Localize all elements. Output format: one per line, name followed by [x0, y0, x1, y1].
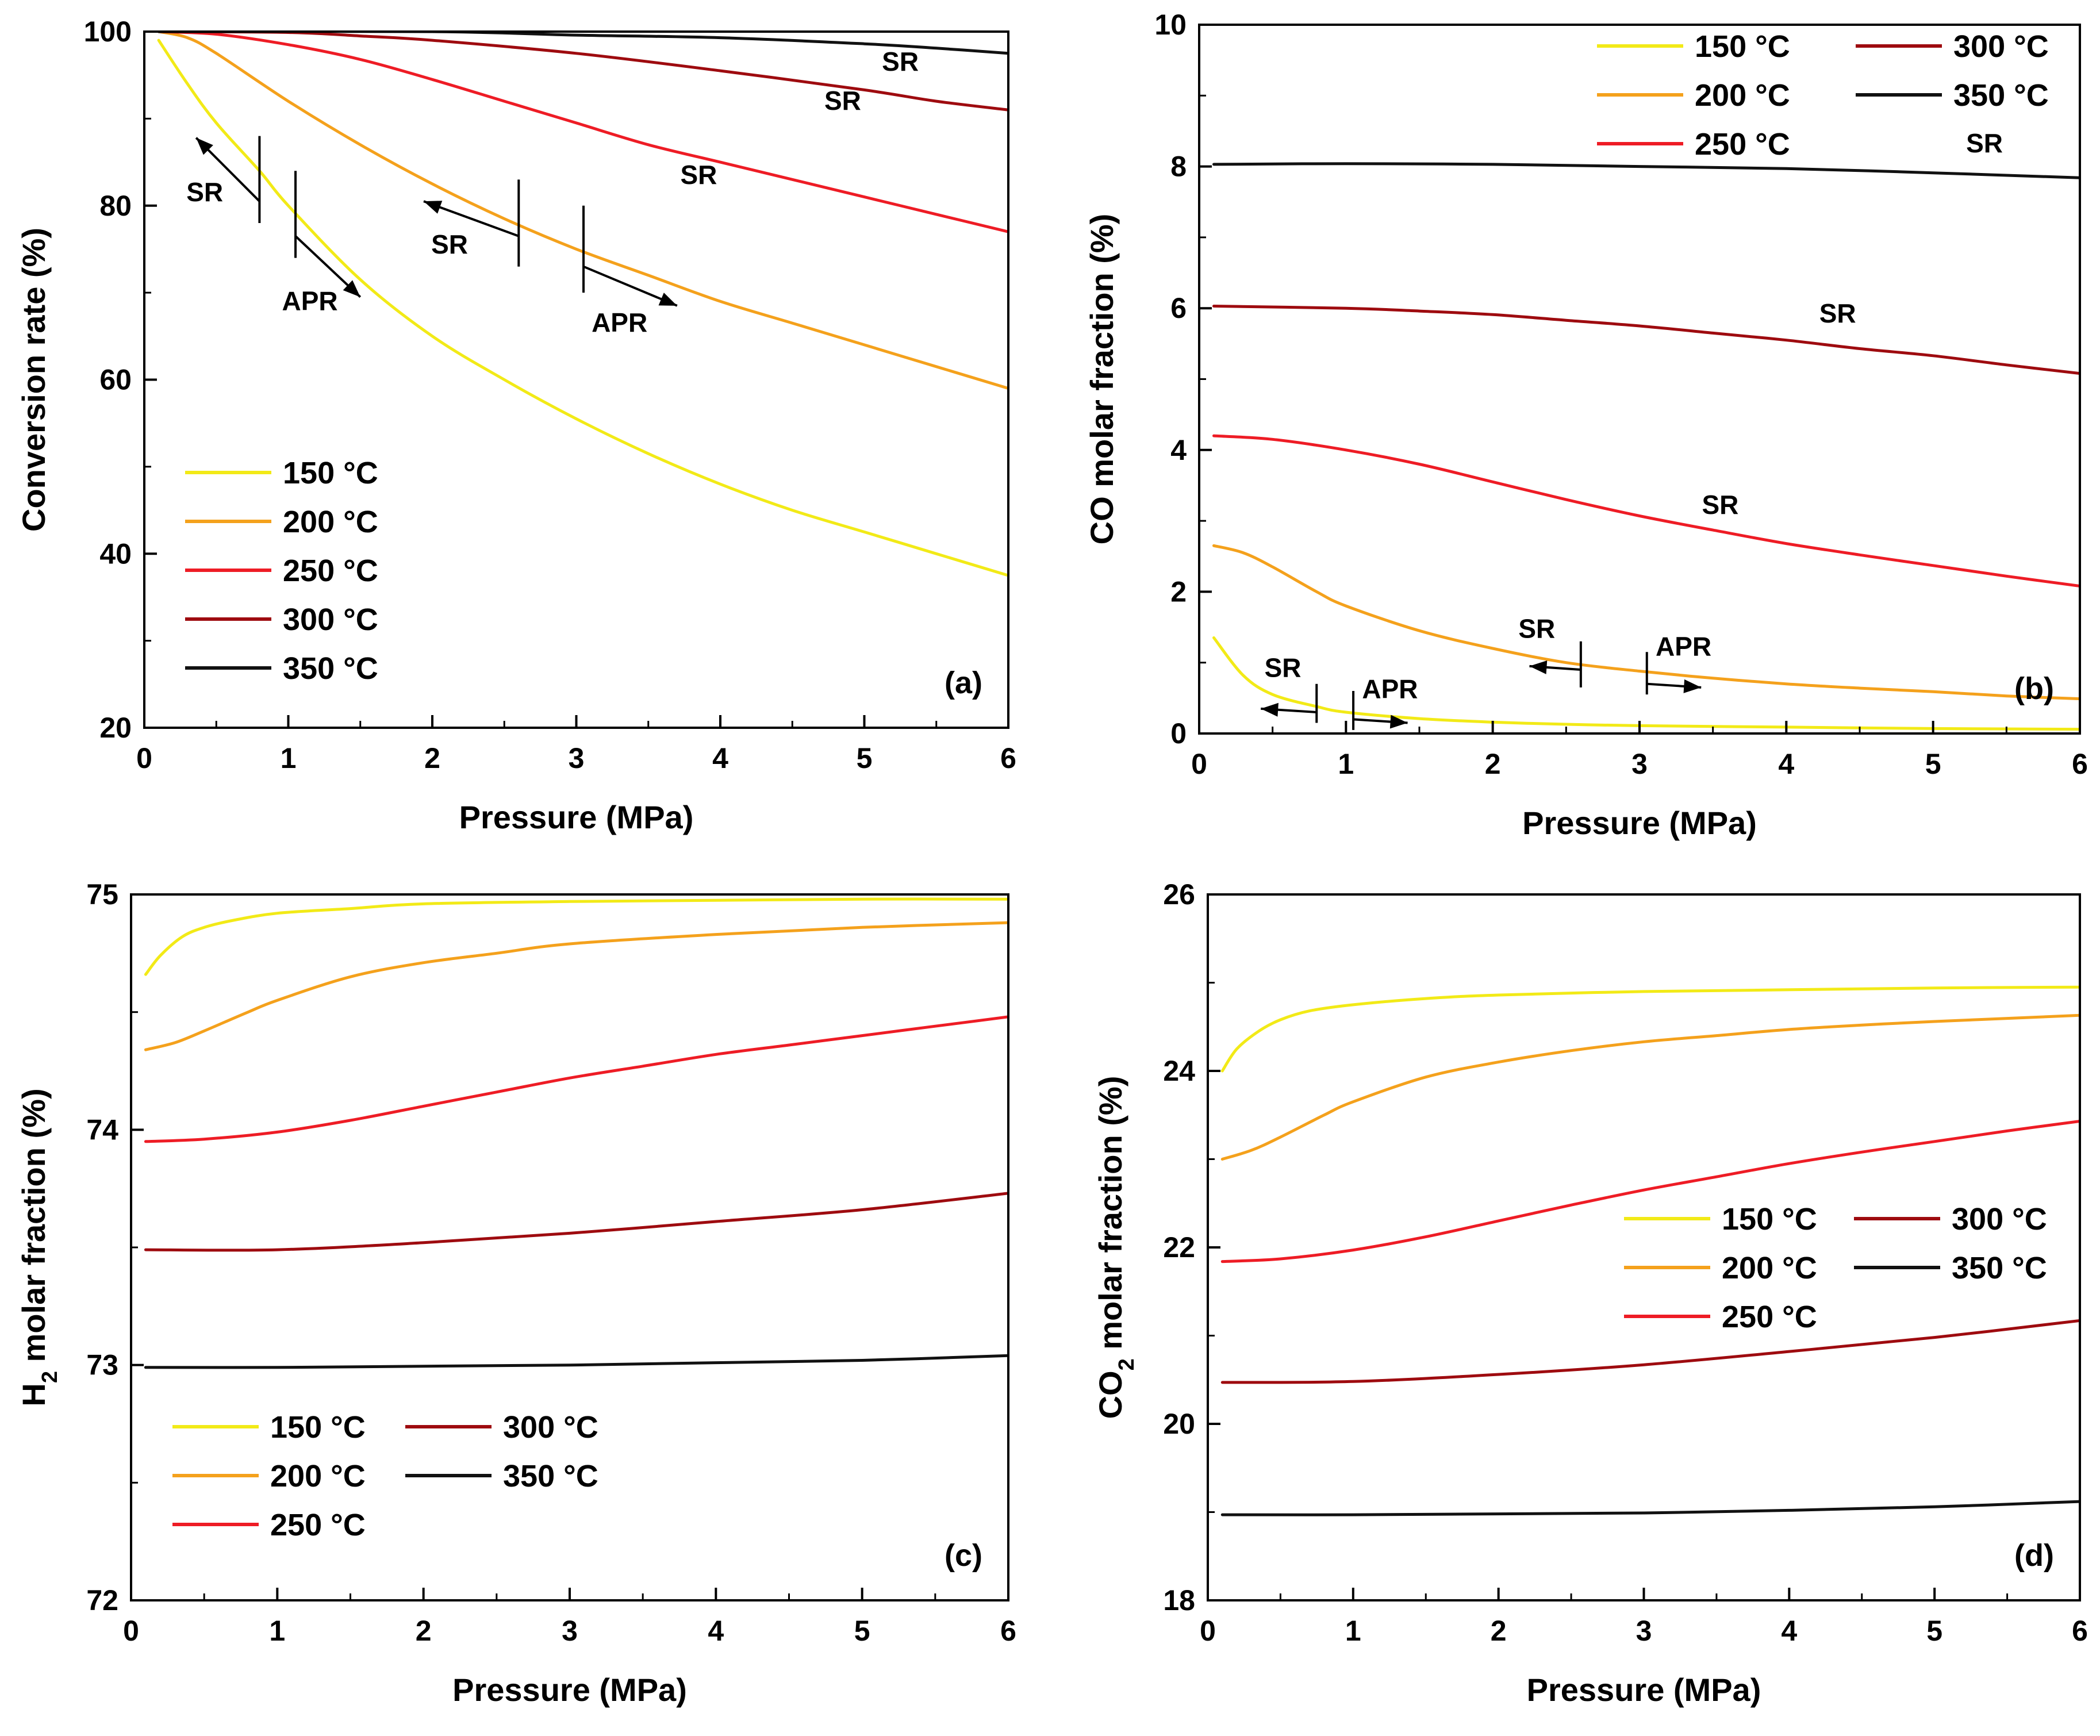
legend-label: 350 °C	[1952, 1251, 2047, 1285]
x-tick-label: 6	[1000, 742, 1016, 774]
legend-label: 300 °C	[283, 602, 378, 637]
y-tick-label: 8	[1170, 151, 1187, 183]
x-tick-label: 0	[1200, 1615, 1216, 1647]
x-tick-label: 2	[424, 742, 440, 774]
y-tick-label: 75	[86, 878, 118, 911]
y-tick-label: 24	[1163, 1055, 1195, 1087]
region-annotation: APR	[282, 286, 338, 316]
legend-label: 250 °C	[283, 554, 378, 588]
legend-label: 350 °C	[503, 1459, 598, 1493]
y-tick-label: 20	[99, 712, 132, 744]
y-tick-label: 40	[99, 537, 132, 570]
x-tick-label: 5	[854, 1615, 870, 1647]
y-tick-label: 73	[86, 1349, 118, 1381]
x-tick-label: 2	[416, 1615, 432, 1647]
legend-label: 150 °C	[270, 1410, 366, 1445]
x-tick-label: 6	[2072, 748, 2088, 780]
x-tick-label: 2	[1485, 748, 1501, 780]
x-tick-label: 0	[123, 1615, 139, 1647]
y-tick-label: 4	[1170, 434, 1187, 466]
x-axis-title: Pressure (MPa)	[1527, 1672, 1761, 1708]
region-annotation: SR	[186, 177, 223, 207]
region-annotation: APR	[1656, 631, 1711, 661]
x-tick-label: 6	[2072, 1615, 2088, 1647]
y-tick-label: 2	[1170, 575, 1187, 608]
x-tick-label: 3	[569, 742, 585, 774]
region-annotation: SR	[882, 47, 919, 76]
region-annotation: SR	[680, 160, 717, 190]
y-tick-label: 22	[1163, 1231, 1195, 1263]
legend-label: 250 °C	[1722, 1300, 1817, 1334]
figure: 0 1 2 3 4 5 620406080100Pressure (MPa)Conversi…	[0, 0, 2100, 1736]
legend-label: 150 °C	[283, 456, 378, 490]
legend-label: 200 °C	[270, 1459, 366, 1493]
region-annotation: SR	[1265, 652, 1302, 682]
y-tick-label: 60	[99, 364, 132, 396]
legend-label: 150 °C	[1722, 1202, 1817, 1236]
panel-label: (d)	[2014, 1538, 2054, 1573]
y-tick-label: 10	[1154, 9, 1187, 41]
legend-label: 300 °C	[503, 1410, 598, 1445]
y-tick-label: 18	[1163, 1584, 1195, 1616]
y-tick-label: 72	[86, 1584, 118, 1616]
y-tick-label: 6	[1170, 292, 1187, 324]
x-tick-label: 3	[1631, 748, 1648, 780]
region-annotation: APR	[592, 308, 647, 337]
legend-label: 200 °C	[1695, 78, 1790, 113]
region-annotation: SR	[1819, 298, 1856, 328]
x-tick-label: 4	[1778, 748, 1794, 780]
y-axis-title: Conversion rate (%)	[16, 228, 52, 532]
y-axis-title: CO molar fraction (%)	[1084, 214, 1120, 545]
panel-label: (c)	[945, 1538, 982, 1573]
x-tick-label: 1	[1345, 1615, 1361, 1647]
panel-label: (a)	[945, 666, 982, 700]
x-tick-label: 5	[857, 742, 873, 774]
legend-label: 250 °C	[270, 1508, 366, 1542]
x-tick-label: 3	[562, 1615, 578, 1647]
x-tick-label: 1	[1338, 748, 1354, 780]
x-axis-title: Pressure (MPa)	[1522, 805, 1757, 841]
x-tick-label: 3	[1636, 1615, 1652, 1647]
x-tick-label: 2	[1491, 1615, 1507, 1647]
x-tick-label: 4	[708, 1615, 724, 1647]
panel-label: (b)	[2014, 671, 2054, 706]
region-annotation: SR	[1966, 128, 2003, 158]
x-tick-label: 5	[1925, 748, 1941, 780]
x-axis-title: Pressure (MPa)	[459, 799, 694, 835]
x-tick-label: 0	[136, 742, 152, 774]
region-annotation: SR	[1702, 490, 1738, 520]
legend-label: 300 °C	[1953, 29, 2049, 64]
y-tick-label: 100	[84, 16, 132, 48]
legend-label: 250 °C	[1695, 127, 1790, 162]
y-tick-label: 80	[99, 190, 132, 222]
region-annotation: SR	[431, 229, 468, 259]
y-tick-label: 20	[1163, 1408, 1195, 1440]
x-tick-label: 4	[1781, 1615, 1797, 1647]
legend-label: 300 °C	[1952, 1202, 2047, 1236]
x-axis-title: Pressure (MPa)	[452, 1672, 687, 1708]
x-tick-label: 0	[1191, 748, 1207, 780]
region-annotation: SR	[824, 86, 861, 116]
x-tick-label: 6	[1000, 1615, 1016, 1647]
y-tick-label: 0	[1170, 717, 1187, 750]
region-annotation: SR	[1518, 614, 1555, 644]
legend-label: 150 °C	[1695, 29, 1790, 64]
x-tick-label: 5	[1926, 1615, 1942, 1647]
region-annotation: APR	[1362, 674, 1418, 704]
x-tick-label: 4	[712, 742, 728, 774]
y-tick-label: 26	[1163, 878, 1195, 911]
x-tick-label: 1	[281, 742, 297, 774]
legend-label: 200 °C	[1722, 1251, 1817, 1285]
x-tick-label: 1	[269, 1615, 285, 1647]
legend-label: 350 °C	[283, 651, 378, 686]
legend-label: 200 °C	[283, 505, 378, 539]
y-tick-label: 74	[86, 1113, 118, 1146]
legend-label: 350 °C	[1953, 78, 2049, 113]
